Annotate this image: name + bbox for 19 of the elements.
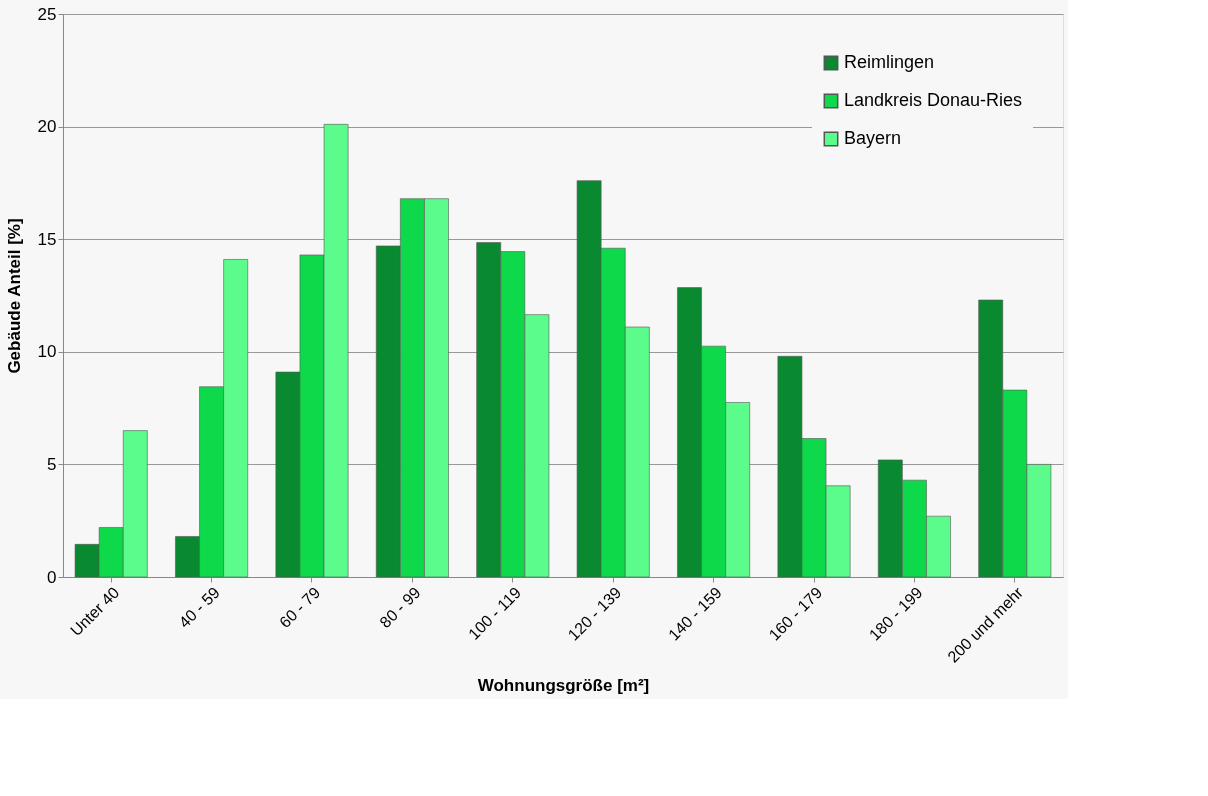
x-tick-label: 140 - 159 [665, 583, 725, 644]
legend-label: Reimlingen [844, 52, 935, 72]
y-tick-label: 5 [47, 454, 57, 474]
y-tick-label: 15 [37, 229, 57, 249]
x-tick-label: 40 - 59 [175, 583, 223, 632]
legend-label: Landkreis Donau-Ries [844, 90, 1023, 110]
x-tick-label: 120 - 139 [564, 583, 625, 644]
x-tick-label: 180 - 199 [865, 583, 926, 644]
x-tick-label: 60 - 79 [276, 583, 324, 632]
x-axis-title: Wohnungsgröße [m²] [477, 675, 650, 695]
y-tick-label: 0 [47, 567, 57, 587]
y-tick-label: 25 [37, 4, 57, 24]
y-axis-title: Gebäude Anteil [%] [4, 218, 24, 374]
x-tick-label: 80 - 99 [376, 583, 424, 632]
legend-label: Bayern [844, 128, 902, 148]
y-tick-label: 10 [37, 342, 57, 362]
y-tick-label: 20 [37, 117, 57, 137]
x-tick-label: 160 - 179 [765, 583, 826, 644]
x-tick-label: 100 - 119 [465, 583, 525, 643]
